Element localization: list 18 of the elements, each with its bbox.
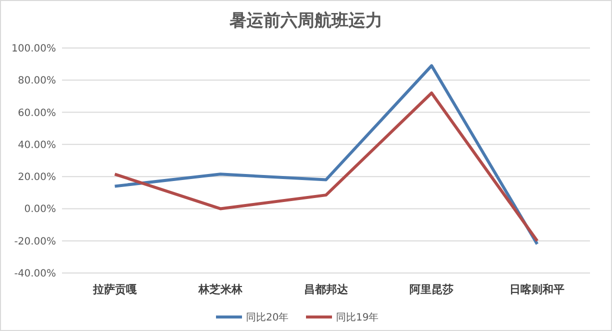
y-tick-label: -20.00%: [14, 236, 56, 248]
x-tick-label: 昌都邦达: [304, 283, 349, 296]
y-tick-label: 20.00%: [18, 172, 56, 184]
y-tick-label: -40.00%: [14, 268, 56, 280]
x-tick-label: 日喀则和平: [510, 283, 565, 296]
x-tick-label: 拉萨贡嘎: [92, 283, 137, 296]
x-tick-label: 阿里昆莎: [410, 283, 454, 296]
line-series: [113, 64, 539, 246]
chart-title: 暑运前六周航班运力: [228, 11, 382, 31]
line-series: [113, 92, 539, 242]
y-tick-label: 40.00%: [18, 140, 56, 151]
y-tick-label: 100.00%: [12, 44, 56, 54]
y-tick-label: 60.00%: [18, 108, 56, 119]
legend-label: 同比19年: [336, 312, 379, 324]
x-tick-label: 林芝米林: [197, 283, 244, 296]
y-tick-label: 0.00%: [24, 204, 56, 216]
legend-label: 同比20年: [246, 312, 289, 324]
y-tick-label: 80.00%: [18, 76, 56, 87]
